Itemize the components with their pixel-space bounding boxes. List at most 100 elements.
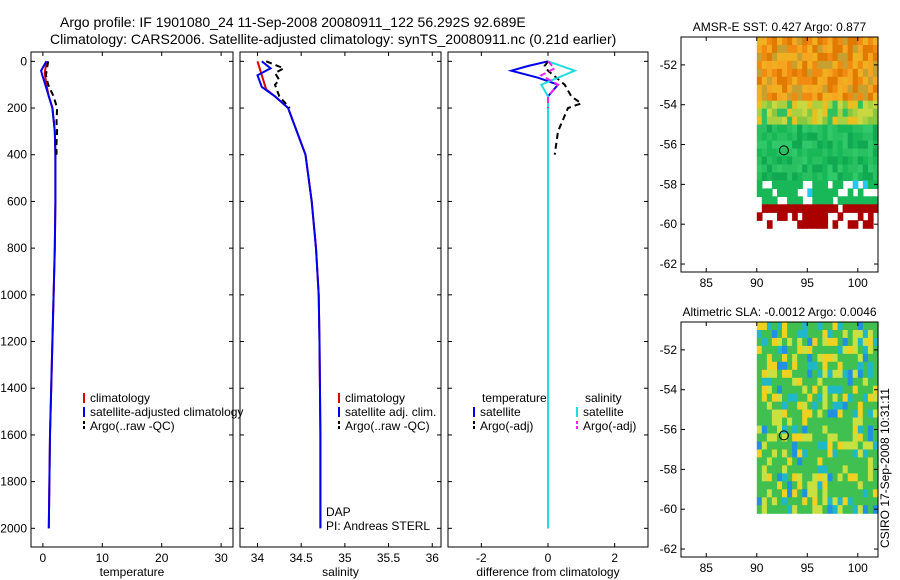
sla_map-cell <box>842 369 849 379</box>
sst_map-cell <box>777 132 783 142</box>
sst_map-cell <box>832 108 839 118</box>
sst_map-cell <box>792 68 798 78</box>
side-stamp: CSIRO 17-Sep-2008 10:31:11 <box>878 388 892 548</box>
sst_map-cell <box>782 124 788 134</box>
sla_map-cell <box>802 377 808 387</box>
sla_map-cell <box>782 345 788 355</box>
sla_map-cell <box>847 441 854 451</box>
sla_map-cell <box>802 457 808 466</box>
sla_map-cell <box>847 417 854 427</box>
salinity-panel: 34 34.5 35 35.5 36 salinity climatologysatelli… <box>239 51 442 579</box>
sla_map-cell <box>761 465 768 474</box>
sst_map-cell <box>777 68 783 78</box>
sst_map-cell <box>782 108 788 118</box>
sst_map-cell <box>842 45 849 54</box>
sla_map-cell <box>797 353 803 363</box>
sst_map-cell <box>761 45 768 54</box>
sla_map-cell <box>761 330 768 339</box>
sla_map-cell <box>857 353 864 363</box>
sst_map-cell <box>771 132 778 142</box>
sla_map-cell <box>842 497 849 506</box>
sst_map-cell <box>807 76 813 86</box>
sla_map-cell <box>827 385 834 395</box>
sst_map-cell <box>792 45 798 54</box>
sst_map-cell <box>761 140 768 150</box>
sla_map-cell <box>797 377 803 387</box>
sst_map-cell <box>867 220 874 229</box>
sst_map-cell <box>777 60 783 70</box>
sst_map-cell <box>867 92 874 102</box>
sst_map-cell <box>872 116 879 126</box>
sst_map-cell <box>827 52 834 62</box>
sla_map-cell <box>872 337 879 347</box>
sst_map-cell <box>862 52 869 62</box>
sla_map-cell <box>817 361 824 371</box>
sla_map-cell <box>867 473 874 482</box>
sst_map-cell <box>797 124 803 134</box>
sst_map-cell <box>852 124 859 134</box>
sla_map-cell <box>787 353 793 363</box>
sla_map-cell <box>807 497 813 506</box>
sla_map-cell <box>777 377 783 387</box>
sla_map-cell <box>807 449 813 459</box>
sla_map-cell <box>832 457 839 466</box>
sla_map-cell <box>782 441 788 451</box>
sst_map-cell <box>862 45 869 54</box>
sla_map-cell <box>807 505 813 514</box>
sst_map-cell <box>802 140 808 150</box>
sst_map-x-tick-label: 90 <box>750 276 764 290</box>
sla_map-cell <box>852 401 859 411</box>
sla_map-cell <box>812 449 818 459</box>
sla_map-cell <box>847 337 854 347</box>
sla_map-cell <box>827 425 834 435</box>
sst_map-cell <box>766 148 773 158</box>
sst_map-cell <box>857 116 864 126</box>
sst_map-cell <box>756 76 763 86</box>
sla_map-cell <box>766 369 773 379</box>
sst_map-cell <box>802 92 808 102</box>
sla_map-cell <box>792 393 798 403</box>
sst_map-cell <box>862 108 869 118</box>
sst_map-cell <box>847 188 854 197</box>
sst_map-cell <box>766 108 773 118</box>
sla_map-cell <box>862 433 869 443</box>
sla_map-frame <box>680 321 879 558</box>
sla_map-cell <box>771 385 778 395</box>
sst_map-cell <box>782 100 788 110</box>
sst_map-cell <box>847 204 854 213</box>
sst_map-cell <box>857 84 864 94</box>
sla_map-cell <box>771 337 778 347</box>
sla_map-cell <box>782 433 788 443</box>
sst_map-cell <box>867 37 874 46</box>
sla_map-cell <box>827 417 834 427</box>
sla_map-cell <box>812 457 818 466</box>
sst_map-cell <box>766 124 773 134</box>
sst_map-cell <box>812 76 818 86</box>
sst_map-cell <box>852 45 859 54</box>
sla_map-cell <box>792 489 798 498</box>
sst_map-cell <box>847 172 854 181</box>
sla_map-cell <box>852 322 859 331</box>
sst_map-cell <box>827 140 834 150</box>
sla_map-cell <box>817 385 824 395</box>
difference-legend-label: satellite <box>583 405 624 419</box>
sla_map-cell <box>867 369 874 379</box>
sst_map-cell <box>766 156 773 166</box>
sst_map-cell <box>807 156 813 166</box>
sla_map-cell <box>837 322 844 331</box>
sla_map-cell <box>872 457 879 466</box>
sla_map-cell <box>756 497 763 506</box>
sst_map-cell <box>766 45 773 54</box>
sst_map-cell <box>852 180 859 189</box>
sst_map-cell <box>862 220 869 229</box>
sla_map-cell <box>857 369 864 379</box>
sst_map-cell <box>842 132 849 142</box>
sla_map-cell <box>862 465 869 474</box>
sla_map-cell <box>862 369 869 379</box>
sst_map-cell <box>756 164 763 174</box>
sst_map-cell <box>842 140 849 150</box>
sla_map-cell <box>756 361 763 371</box>
sst_map-cell <box>797 60 803 70</box>
sst_map-cell <box>782 76 788 86</box>
